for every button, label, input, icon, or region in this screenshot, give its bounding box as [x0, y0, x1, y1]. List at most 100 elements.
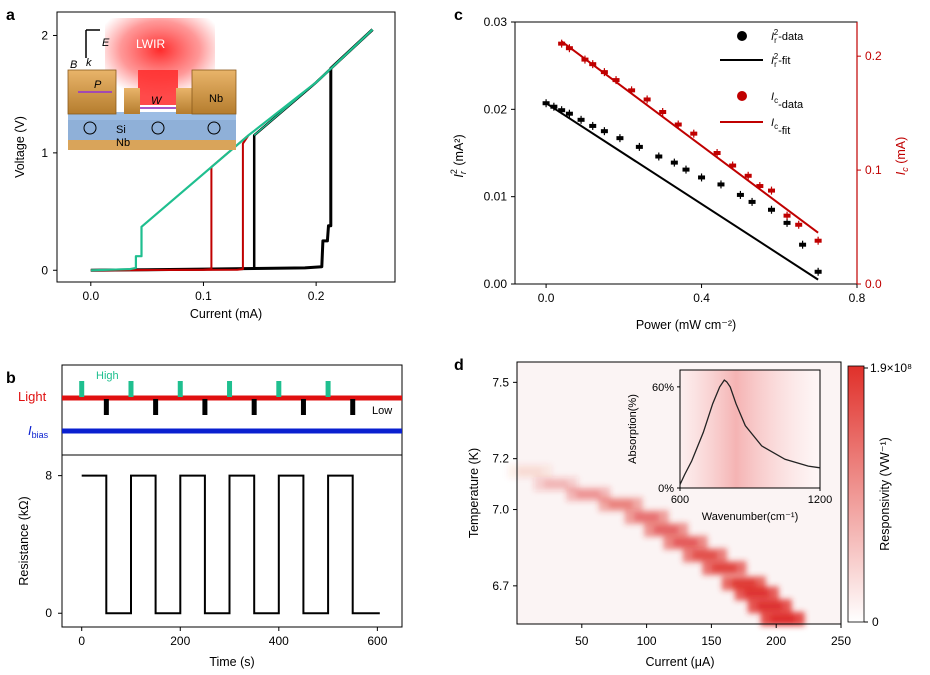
panel-b-xtick-label: 400: [269, 634, 289, 648]
heatmap-cell: [634, 513, 659, 522]
panel-d-ytick-label: 6.7: [492, 579, 509, 593]
panel-a-xtick-label: 0.0: [82, 289, 99, 303]
lwir-label: LWIR: [136, 37, 165, 51]
bias-label: Ibias: [28, 423, 49, 440]
panel-c-data-point: [729, 163, 737, 168]
panel-c-data-point: [698, 175, 706, 180]
legend-label: Ic-fit: [771, 117, 790, 137]
panel-c-data-point: [744, 173, 752, 178]
panel-c-data-point: [565, 111, 573, 116]
panel-d-xtick-label: 50: [575, 634, 589, 648]
panel-c-ytick-left-label: 0.02: [484, 102, 508, 116]
panel-c-data-point: [558, 41, 566, 46]
panel-c-data-point: [635, 144, 643, 149]
inset-xlabel: Wavenumber(cm⁻¹): [702, 511, 798, 523]
panel-b-frame: [61, 454, 403, 628]
panel-c-data-point: [600, 129, 608, 134]
panel-b-ylabel: Resistance (kΩ): [17, 496, 31, 585]
panel-c-data-point: [612, 78, 620, 83]
panel-c-data-point: [558, 108, 566, 113]
w-label: W: [151, 95, 163, 107]
panel-c-data-point: [655, 154, 663, 159]
inset-xtick-label: 600: [671, 494, 689, 506]
panel-a-xtick-label: 0.2: [308, 289, 325, 303]
panel-c-ytick-left-label: 0.03: [484, 15, 508, 29]
panel-d-ytick-label: 7.0: [492, 503, 509, 517]
colorbar-max-label: 1.9×10⁸: [870, 361, 912, 375]
panel-c-ticks: 0.0 0.4 0.8 0.00 0.01 0.02 0.03 0.0 0.1 0.2: [484, 15, 882, 305]
panel-d-ytick-label: 7.5: [492, 375, 509, 389]
panel-letter-a: a: [6, 7, 15, 24]
panel-letter-b: b: [6, 370, 16, 387]
colorbar-min-label: 0: [872, 615, 879, 629]
panel-c-data-point: [814, 269, 822, 274]
panel-c-xlabel: Power (mW cm⁻²): [636, 318, 736, 332]
panel-d-xtick-label: 150: [701, 634, 721, 648]
colorbar: [847, 365, 865, 623]
panel-b-xtick-label: 600: [367, 634, 387, 648]
colorbar-label: Responsivity (VW⁻¹): [878, 437, 892, 551]
inset-spectrum: 600 1200 0% 60%: [652, 379, 832, 506]
inset-xtick-label: 1200: [808, 494, 832, 506]
panel-a-ytick-label: 0: [41, 263, 48, 277]
light-low-pulse: [202, 399, 208, 415]
panel-c-ytick-left-label: 0.01: [484, 190, 508, 204]
panel-d-xtick-label: 200: [766, 634, 786, 648]
panel-c-data-point: [795, 222, 803, 227]
panel-c-ylabel-left: Ir2 (mA²): [449, 134, 468, 177]
panel-d-ylabel: Temperature (K): [467, 448, 481, 538]
nb-pad-right: [191, 69, 237, 115]
panel-a-series-line: [90, 28, 374, 272]
panel-c-data-point: [756, 184, 764, 189]
absorption-curve: [679, 379, 821, 485]
light-high-pulse: [227, 381, 233, 397]
heatmap-cell: [770, 614, 795, 623]
panel-c-ytick-right-label: 0.2: [865, 49, 882, 63]
inset-ytick-label: 0%: [658, 483, 674, 495]
light-low-pulse: [300, 399, 306, 415]
heatmap-cell: [731, 579, 756, 588]
si-label: Si: [116, 124, 126, 136]
panel-b-chart: Light High Low Ibias 0 200 400 600 0 8 Time (…: [17, 364, 403, 669]
inset-glow: [680, 370, 820, 488]
high-label: High: [96, 370, 119, 382]
legend-marker: [737, 91, 747, 101]
heatmap-cell: [673, 538, 698, 547]
panel-c-data-point: [768, 207, 775, 212]
heatmap-cell: [608, 500, 633, 509]
panel-c-data-point: [616, 136, 624, 141]
light-low-pulse: [153, 399, 159, 415]
inset-ytick-label: 60%: [652, 382, 674, 394]
light-high-pulse: [325, 381, 331, 397]
panel-c-data-point: [670, 160, 678, 165]
k-label: k: [86, 57, 92, 69]
panel-c-ytick-left-label: 0.00: [484, 277, 508, 291]
panel-a-xlabel: Current (mA): [190, 307, 262, 321]
panel-c-data-point: [713, 151, 721, 155]
panel-a-series-line: [90, 134, 250, 272]
panel-a-series-line: [252, 28, 374, 269]
low-label: Low: [372, 405, 392, 417]
panel-a-series: [90, 28, 374, 272]
heatmap-cell: [712, 564, 737, 573]
panel-b-series: [81, 474, 380, 615]
nb-label-right: Nb: [209, 93, 223, 105]
panel-c-data-point: [577, 117, 585, 122]
panel-c-data-point: [628, 88, 636, 93]
panel-c-series: [542, 39, 822, 281]
panel-a-series-line: [253, 29, 373, 136]
panel-letter-c: c: [454, 7, 463, 24]
panel-c-data-point: [643, 97, 651, 102]
panel-c-xtick-label: 0.4: [693, 291, 710, 305]
panel-c-fit-line: [561, 40, 819, 234]
e-label: E: [102, 37, 110, 49]
nb-bottom-layer: [68, 140, 236, 150]
light-high-pulse: [128, 381, 134, 397]
heatmap-cell: [543, 480, 568, 489]
legend-marker: [737, 31, 747, 41]
panel-c-data-point: [682, 167, 690, 172]
legend-label: Ic-data: [771, 91, 804, 111]
light-low-pulse: [103, 399, 109, 415]
nb-label-bottom: Nb: [116, 137, 130, 149]
